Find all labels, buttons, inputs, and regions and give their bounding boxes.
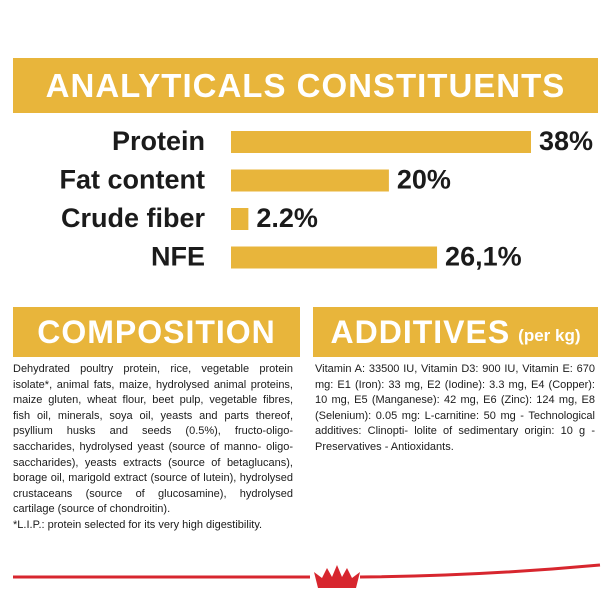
chart-title: ANALYTICALS CONSTITUENTS (13, 58, 598, 113)
value-label: 2.2% (256, 203, 318, 233)
footer-logo (13, 563, 601, 588)
composition-footnote: *L.I.P.: protein selected for its very h… (13, 518, 263, 531)
category-label: Protein (112, 126, 205, 156)
category-label: Crude fiber (61, 203, 206, 233)
category-label: NFE (151, 242, 205, 272)
value-label: 26,1% (445, 242, 522, 272)
bar (231, 208, 249, 230)
bar (231, 246, 438, 269)
value-label: 20% (397, 165, 451, 195)
section-title: COMPOSITION (37, 313, 276, 350)
category-label: Fat content (60, 165, 206, 195)
bar (231, 131, 531, 153)
chart: Protein 38% Fat content 20% Crude fiber 2.2% N… (60, 126, 594, 272)
value-label: 38% (539, 126, 593, 156)
additives-text: Vitamin A: 33500 IU, Vitamin D3: 900 IU,… (315, 363, 595, 453)
section-title: ADDITIVES (330, 313, 511, 350)
section-header: COMPOSITION (13, 307, 300, 357)
bar (231, 169, 389, 192)
composition-block: Dehydrated poultry protein, rice, vegeta… (13, 362, 293, 534)
section-unit: (per kg) (518, 326, 581, 345)
composition-text: Dehydrated poultry protein, rice, vegeta… (13, 363, 293, 516)
crown-logo (314, 565, 360, 588)
footer-swoosh (359, 563, 601, 579)
section-header: ADDITIVES (per kg) (313, 307, 598, 357)
